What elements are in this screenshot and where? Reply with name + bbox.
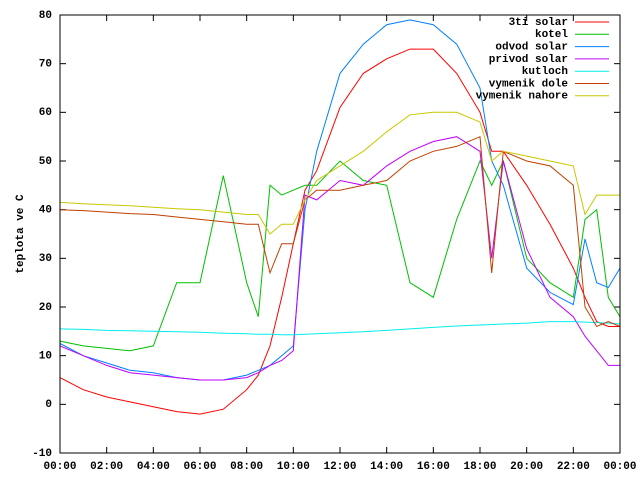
y-axis-label: teplota ve C [15, 194, 27, 274]
legend-label: vymenik nahore [476, 91, 569, 103]
legend-label: odvod solar [495, 42, 568, 54]
series-line [59, 136, 620, 381]
y-tick-label: 60 [39, 107, 52, 119]
y-tick-label: 50 [39, 156, 52, 168]
series-line [59, 48, 620, 415]
legend-label: vymenik dole [489, 78, 569, 90]
x-tick-label: 12:00 [323, 461, 356, 473]
series-line [59, 159, 621, 352]
x-tick-label: 00:00 [43, 461, 76, 473]
y-tick-label: 40 [39, 205, 52, 217]
x-tick-label: 14:00 [370, 461, 403, 473]
x-tick-label: 16:00 [417, 461, 450, 473]
legend-label: kotel [535, 29, 568, 41]
x-tick-label: 10:00 [277, 461, 310, 473]
y-tick-label: 10 [39, 351, 52, 363]
legend-label: privod solar [489, 54, 568, 66]
x-tick-label: 00:00 [603, 461, 636, 473]
series-line [59, 111, 620, 235]
x-tick-label: 18:00 [463, 461, 496, 473]
x-tick-label: 20:00 [510, 461, 543, 473]
plot-border [59, 14, 621, 454]
y-tick-label: -10 [32, 448, 52, 460]
y-tick-label: 70 [39, 59, 52, 71]
x-tick-label: 08:00 [230, 461, 263, 473]
x-tick-label: 22:00 [557, 461, 590, 473]
legend-label: 3ti solar [509, 17, 568, 29]
y-tick-label: 80 [39, 10, 52, 22]
legend-label: kutloch [522, 66, 568, 78]
series-line [59, 321, 621, 336]
series-line [59, 135, 621, 328]
x-tick-label: 04:00 [137, 461, 170, 473]
y-tick-label: 0 [45, 399, 52, 411]
x-tick-label: 06:00 [183, 461, 216, 473]
y-tick-label: 20 [39, 302, 52, 314]
y-tick-label: 30 [39, 253, 52, 265]
x-tick-label: 02:00 [90, 461, 123, 473]
